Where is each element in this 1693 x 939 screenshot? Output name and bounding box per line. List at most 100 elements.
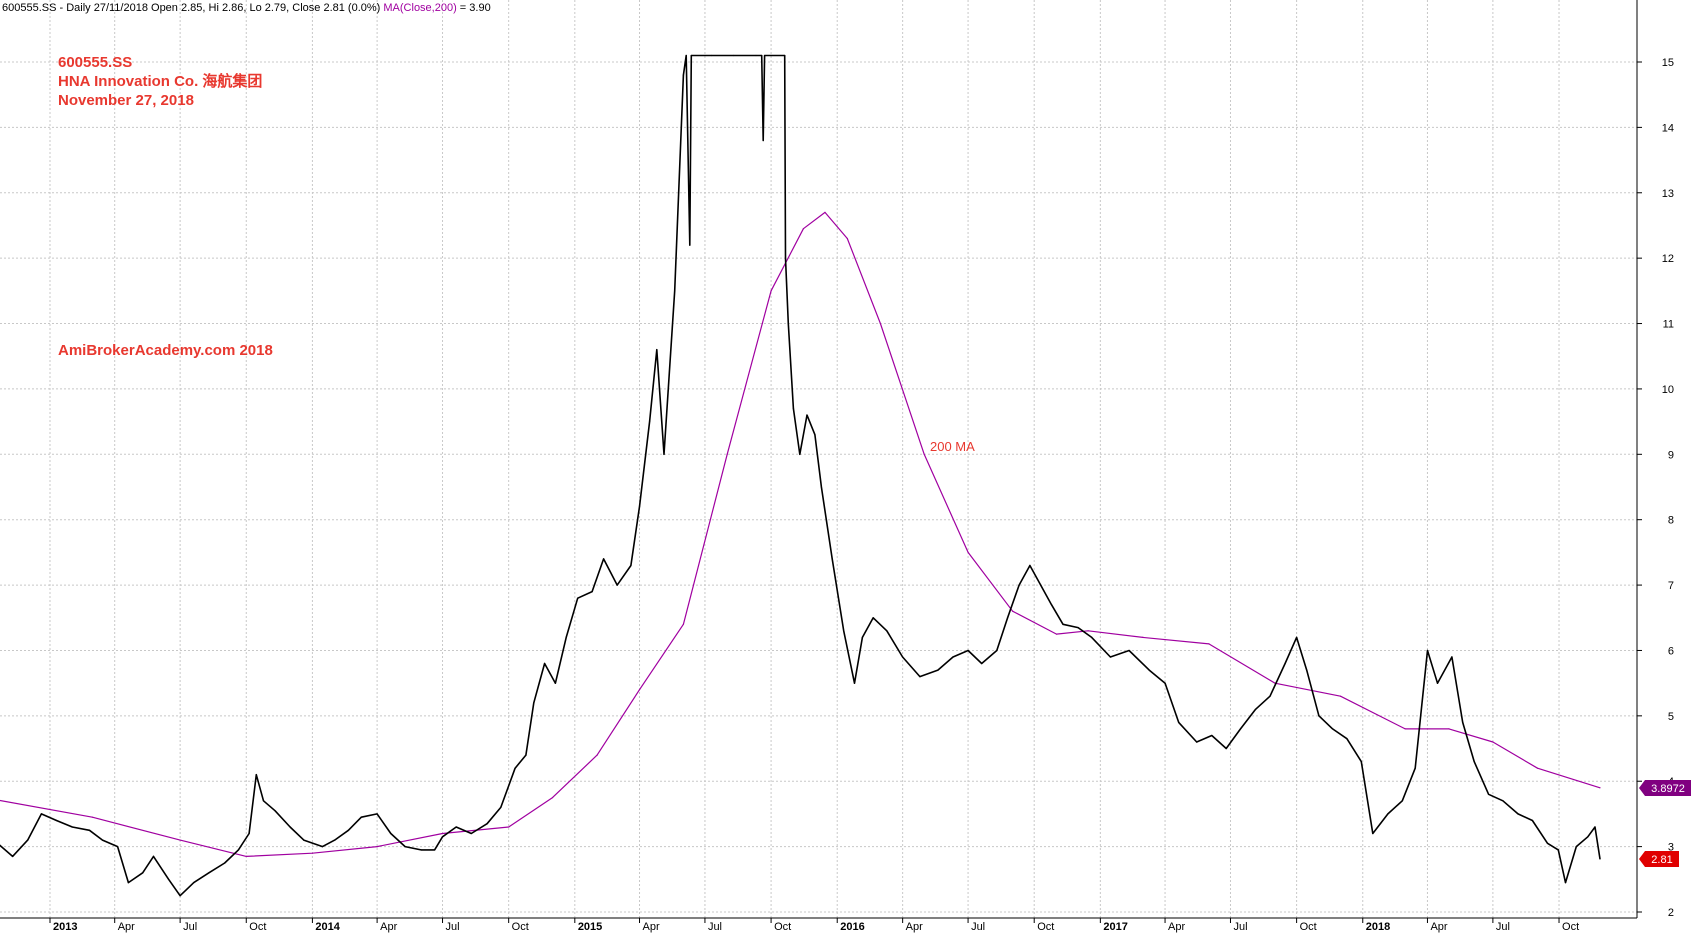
header-symbol: 600555.SS <box>2 2 56 14</box>
price-point <box>376 813 378 815</box>
price-point <box>1040 584 1042 586</box>
price-point <box>784 257 787 259</box>
price-point <box>224 862 226 864</box>
x-tick-label: Apr <box>380 921 397 933</box>
x-tick-label: Apr <box>1430 921 1447 933</box>
price-point <box>334 839 336 841</box>
price-point <box>1557 849 1559 851</box>
y-tick-label: 7 <box>1668 580 1674 592</box>
price-point <box>792 407 795 410</box>
ma-point <box>1599 787 1601 789</box>
y-tick-label: 2 <box>1668 907 1674 919</box>
price-point <box>902 656 904 658</box>
y-tick-label: 14 <box>1662 122 1674 134</box>
price-point <box>554 682 557 684</box>
price-point <box>1225 747 1227 750</box>
x-tick-label: 2014 <box>315 921 340 933</box>
price-point <box>27 839 29 841</box>
price-point <box>1255 708 1257 710</box>
x-tick-label: Apr <box>118 921 135 933</box>
price-point <box>321 846 324 848</box>
price-point <box>733 54 735 57</box>
ma-point <box>245 855 247 858</box>
price-point <box>486 823 488 825</box>
price-point <box>886 630 888 632</box>
price-point <box>1284 662 1286 665</box>
ma-point <box>682 623 685 625</box>
ma-point <box>1492 741 1494 743</box>
price-point <box>152 855 155 858</box>
price-point <box>347 829 349 831</box>
ma-point <box>770 290 772 292</box>
x-tick-label: Apr <box>1168 921 1185 933</box>
price-point <box>755 54 757 57</box>
ma-point <box>1142 636 1144 639</box>
price-point <box>1164 682 1166 684</box>
ma-point <box>1055 633 1058 635</box>
price-point <box>193 882 195 884</box>
price-point <box>248 832 250 835</box>
annotation-company: HNA Innovation Co. 海航集团 <box>58 72 262 90</box>
ma-line <box>0 211 1601 858</box>
price-line <box>0 54 1601 897</box>
x-tick-label: Oct <box>1562 921 1579 933</box>
price-point <box>533 702 535 704</box>
price-point <box>682 74 685 76</box>
ma-point <box>1536 767 1539 769</box>
ma-point <box>376 846 378 848</box>
price-point <box>179 895 181 897</box>
x-tick-label: Apr <box>906 921 923 933</box>
price-point <box>1346 738 1348 740</box>
price-point <box>1109 656 1111 658</box>
x-tick-label: 2015 <box>578 921 602 933</box>
ma-point <box>441 832 444 835</box>
price-point <box>101 839 104 841</box>
price-point <box>514 767 516 769</box>
y-tick-label: 15 <box>1662 57 1674 69</box>
x-tick-label: Jul <box>446 921 460 933</box>
price-point <box>764 54 766 57</box>
chart-header: 600555.SS - Daily 27/11/2018 Open 2.85, … <box>2 2 491 14</box>
axes <box>0 0 1638 919</box>
price-point <box>806 414 808 416</box>
price-point <box>420 849 422 851</box>
ma-point <box>846 237 848 240</box>
price-point <box>168 878 170 880</box>
price-point <box>404 846 406 848</box>
price-point <box>831 558 833 560</box>
header-ohlc: - Daily 27/11/2018 Open 2.85, Hi 2.86, L… <box>56 2 383 14</box>
price-point <box>861 636 864 639</box>
price-point <box>55 819 58 822</box>
annotation-ma-label: 200 MA <box>930 439 975 454</box>
price-point <box>762 139 764 142</box>
price-point <box>1575 846 1577 848</box>
ma-point <box>1404 728 1406 730</box>
price-point <box>274 810 276 812</box>
grid-lines <box>0 0 1637 918</box>
price-point <box>455 826 457 828</box>
price-point <box>1269 695 1271 697</box>
badge-shape <box>1639 851 1679 868</box>
price-point <box>1517 813 1519 815</box>
annotation-ticker: 600555.SS <box>58 54 132 71</box>
price-point <box>787 322 789 325</box>
x-tick-label: 2016 <box>840 921 864 933</box>
badge-label: 2.81 <box>1651 854 1672 866</box>
price-point <box>690 54 692 57</box>
price-point <box>981 662 983 665</box>
x-tick-label: Jul <box>1233 921 1247 933</box>
x-tick-label: Oct <box>249 921 266 933</box>
price-point <box>638 506 641 508</box>
price-point <box>1401 800 1403 802</box>
price-point <box>1488 793 1490 795</box>
price-point <box>1018 584 1020 586</box>
x-tick-label: Oct <box>1037 921 1054 933</box>
price-point <box>470 832 472 835</box>
ma-point <box>802 228 805 230</box>
y-tick-label: 12 <box>1662 253 1674 265</box>
price-point <box>1599 858 1601 860</box>
ma-point <box>824 211 826 213</box>
badge-label: 3.8972 <box>1651 783 1685 795</box>
